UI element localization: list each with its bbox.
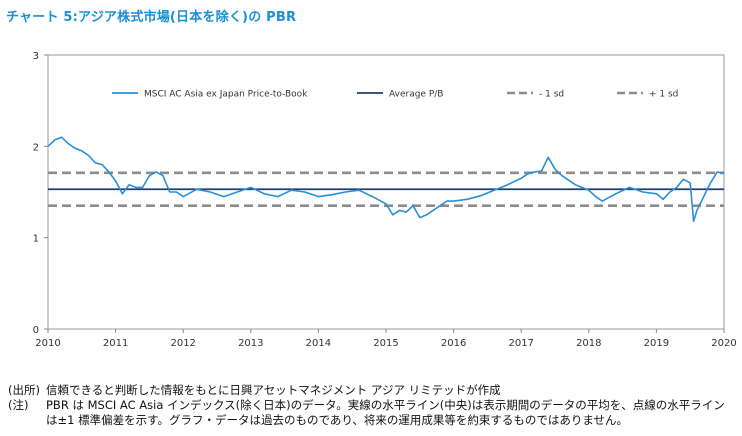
plot-area: 0 1 2 3 2010 2011 2012 2013 2014 2015 2016 2017 2018… (33, 51, 737, 349)
legend-label: MSCI AC Asia ex Japan Price-to-Book (144, 90, 308, 100)
footnote-tag: (注) (8, 398, 29, 412)
x-tick-label: 2014 (306, 338, 331, 349)
x-tick-label: 2013 (238, 338, 263, 349)
x-tick-label: 2011 (103, 338, 128, 349)
x-tick-label: 2010 (35, 338, 60, 349)
legend-label: - 1 sd (539, 90, 564, 100)
x-tick-label: 2015 (373, 338, 398, 349)
y-tick-label: 0 (33, 325, 39, 336)
chart-title: チャート 5:アジア株式市場(日本を除く)の PBR (6, 10, 297, 25)
source-note: (出所) 信頼できると判断した情報をもとに日興アセットマネジメント アジア リミテ… (8, 382, 501, 398)
x-tick-label: 2018 (576, 338, 601, 349)
source-text: 信頼できると判断した情報をもとに日興アセットマネジメント アジア リミテッドが作… (46, 383, 501, 397)
x-tick-label: 2019 (644, 338, 669, 349)
x-tick-label: 2020 (711, 338, 736, 349)
footnote-line-2: は±1 標準偏差を示す。グラフ・データは過去のものであり、将来の運用成果等を約束… (46, 413, 629, 427)
pbr-series-line (47, 136, 725, 222)
footnote: (注) PBR は MSCI AC Asia インデックス(除く日本)のデータ。実… (8, 397, 725, 413)
legend-label: Average P/B (389, 90, 443, 100)
footnote-line-1: PBR は MSCI AC Asia インデックス(除く日本)のデータ。実線の水… (46, 398, 725, 412)
source-tag: (出所) (8, 383, 40, 397)
y-tick-label: 2 (33, 142, 39, 153)
x-tick-label: 2016 (441, 338, 466, 349)
legend-label: + 1 sd (649, 90, 678, 100)
y-tick-label: 3 (33, 51, 39, 62)
footnote-cont: は±1 標準偏差を示す。グラフ・データは過去のものであり、将来の運用成果等を約束… (8, 412, 628, 428)
y-tick-label: 1 (33, 234, 39, 245)
x-tick-label: 2017 (508, 338, 533, 349)
x-tick-label: 2012 (170, 338, 195, 349)
